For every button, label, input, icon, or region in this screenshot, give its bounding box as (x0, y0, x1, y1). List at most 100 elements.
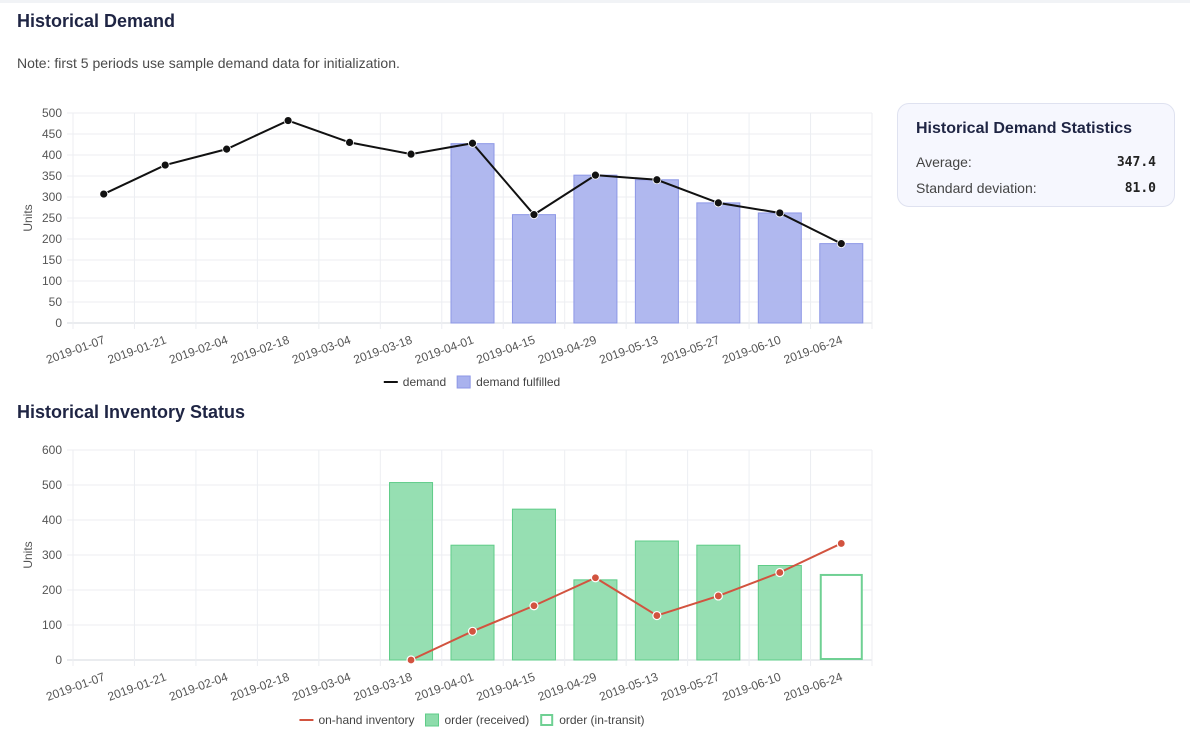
x-tick-label: 2019-04-15 (475, 670, 538, 704)
y-axis-label: Units (21, 541, 35, 568)
data-point (406, 655, 416, 665)
y-axis-label: Units (21, 204, 35, 231)
demand-chart: 0 50 100 150 200 250 300 350 400 450 500 Units 2019-… (21, 106, 873, 389)
data-point (775, 567, 785, 578)
data-point (406, 149, 416, 159)
x-tick-label: 2019-04-15 (475, 333, 538, 367)
x-tick-label: 2019-02-04 (167, 670, 230, 704)
y-tick-label: 0 (55, 653, 62, 667)
average-label: Average: (916, 154, 972, 170)
bar (757, 212, 802, 324)
series-line (410, 542, 842, 661)
std-label: Standard deviation: (916, 180, 1037, 196)
bar (757, 565, 802, 661)
y-tick-label: 150 (42, 253, 62, 267)
y-tick-label: 600 (42, 443, 62, 457)
inventory-chart: 0100200300400500600Units2019-01-072019-0… (21, 443, 873, 727)
y-tick-label: 100 (42, 274, 62, 288)
data-point (283, 116, 293, 125)
bar (696, 544, 741, 661)
bar (696, 202, 741, 324)
x-tick-label: 2019-05-13 (597, 333, 660, 367)
y-tick-label: 300 (42, 548, 62, 562)
x-tick-label: 2019-05-13 (597, 670, 660, 704)
bar (573, 579, 618, 661)
data-point (591, 170, 600, 180)
legend-swatch (456, 375, 471, 389)
y-tick-label: 0 (55, 316, 62, 330)
data-point (222, 144, 232, 154)
bar (573, 174, 618, 324)
top-divider (0, 0, 1190, 3)
x-tick-label: 2019-06-24 (782, 670, 845, 704)
x-tick-label: 2019-02-04 (167, 333, 230, 367)
demand-section-title: Historical Demand (17, 11, 176, 31)
std-value: 81.0 (1124, 180, 1156, 196)
demand-statistics-card: Historical Demand Statistics Average: 34… (897, 103, 1175, 207)
y-tick-label: 200 (42, 583, 62, 597)
data-point (652, 610, 662, 621)
y-tick-label: 300 (42, 190, 62, 204)
x-tick-label: 2019-04-29 (536, 333, 599, 367)
x-tick-label: 2019-04-29 (536, 670, 599, 704)
x-tick-label: 2019-01-21 (106, 670, 169, 704)
data-point (529, 210, 539, 220)
data-point (713, 591, 723, 601)
x-tick-label: 2019-03-04 (290, 670, 353, 704)
average-value: 347.4 (1116, 154, 1156, 170)
inventory-section-title: Historical Inventory Status (17, 402, 246, 422)
data-point (160, 160, 170, 170)
y-tick-label: 250 (42, 211, 62, 225)
data-point (775, 208, 785, 218)
x-tick-label: 2019-06-10 (720, 670, 783, 704)
y-tick-label: 500 (42, 106, 62, 120)
statistics-title: Historical Demand Statistics (916, 120, 1133, 137)
legend-swatch (540, 714, 554, 726)
sample-data-note: Note: first 5 periods use sample demand … (17, 55, 400, 71)
data-point (652, 175, 662, 185)
x-tick-label: 2019-06-10 (720, 333, 783, 367)
bar (511, 214, 556, 324)
legend: demand demand fulfilled (383, 375, 560, 389)
bar (634, 179, 679, 324)
legend-label: order (in-transit) (559, 713, 644, 727)
y-tick-label: 400 (42, 513, 62, 527)
bar (819, 243, 864, 324)
data-point (345, 138, 354, 147)
std-row: Standard deviation: 81.0 (916, 175, 1156, 201)
data-point (467, 626, 478, 636)
legend: on-hand inventory order (received) order (… (299, 713, 645, 727)
x-tick-label: 2019-01-21 (106, 333, 169, 367)
bar (389, 482, 434, 661)
y-tick-label: 50 (49, 295, 63, 309)
average-row: Average: 347.4 (916, 149, 1156, 175)
x-tick-label: 2019-04-01 (413, 670, 476, 704)
data-point (529, 601, 539, 611)
bar (511, 508, 556, 661)
data-point (468, 138, 477, 148)
legend-label: order (received) (445, 713, 530, 727)
legend-swatch (425, 713, 440, 727)
data-point (836, 538, 846, 549)
x-tick-label: 2019-05-27 (659, 670, 722, 704)
data-point (590, 573, 601, 583)
x-tick-label: 2019-02-18 (229, 333, 292, 367)
legend-label: demand (403, 375, 446, 389)
y-tick-label: 450 (42, 127, 62, 141)
x-tick-label: 2019-01-07 (44, 670, 107, 704)
y-tick-label: 500 (42, 478, 62, 492)
bar (450, 143, 495, 324)
y-tick-label: 400 (42, 148, 62, 162)
bar (450, 544, 495, 661)
x-tick-label: 2019-03-04 (290, 333, 353, 367)
x-tick-label: 2019-05-27 (659, 333, 722, 367)
y-tick-label: 350 (42, 169, 62, 183)
x-tick-label: 2019-03-18 (352, 670, 415, 704)
x-tick-label: 2019-01-07 (44, 333, 107, 367)
x-tick-label: 2019-04-01 (413, 333, 476, 367)
bar-outline (819, 573, 863, 660)
x-tick-label: 2019-03-18 (352, 333, 415, 367)
legend-label: on-hand inventory (318, 713, 414, 727)
data-point (99, 189, 109, 199)
bar (634, 540, 679, 661)
